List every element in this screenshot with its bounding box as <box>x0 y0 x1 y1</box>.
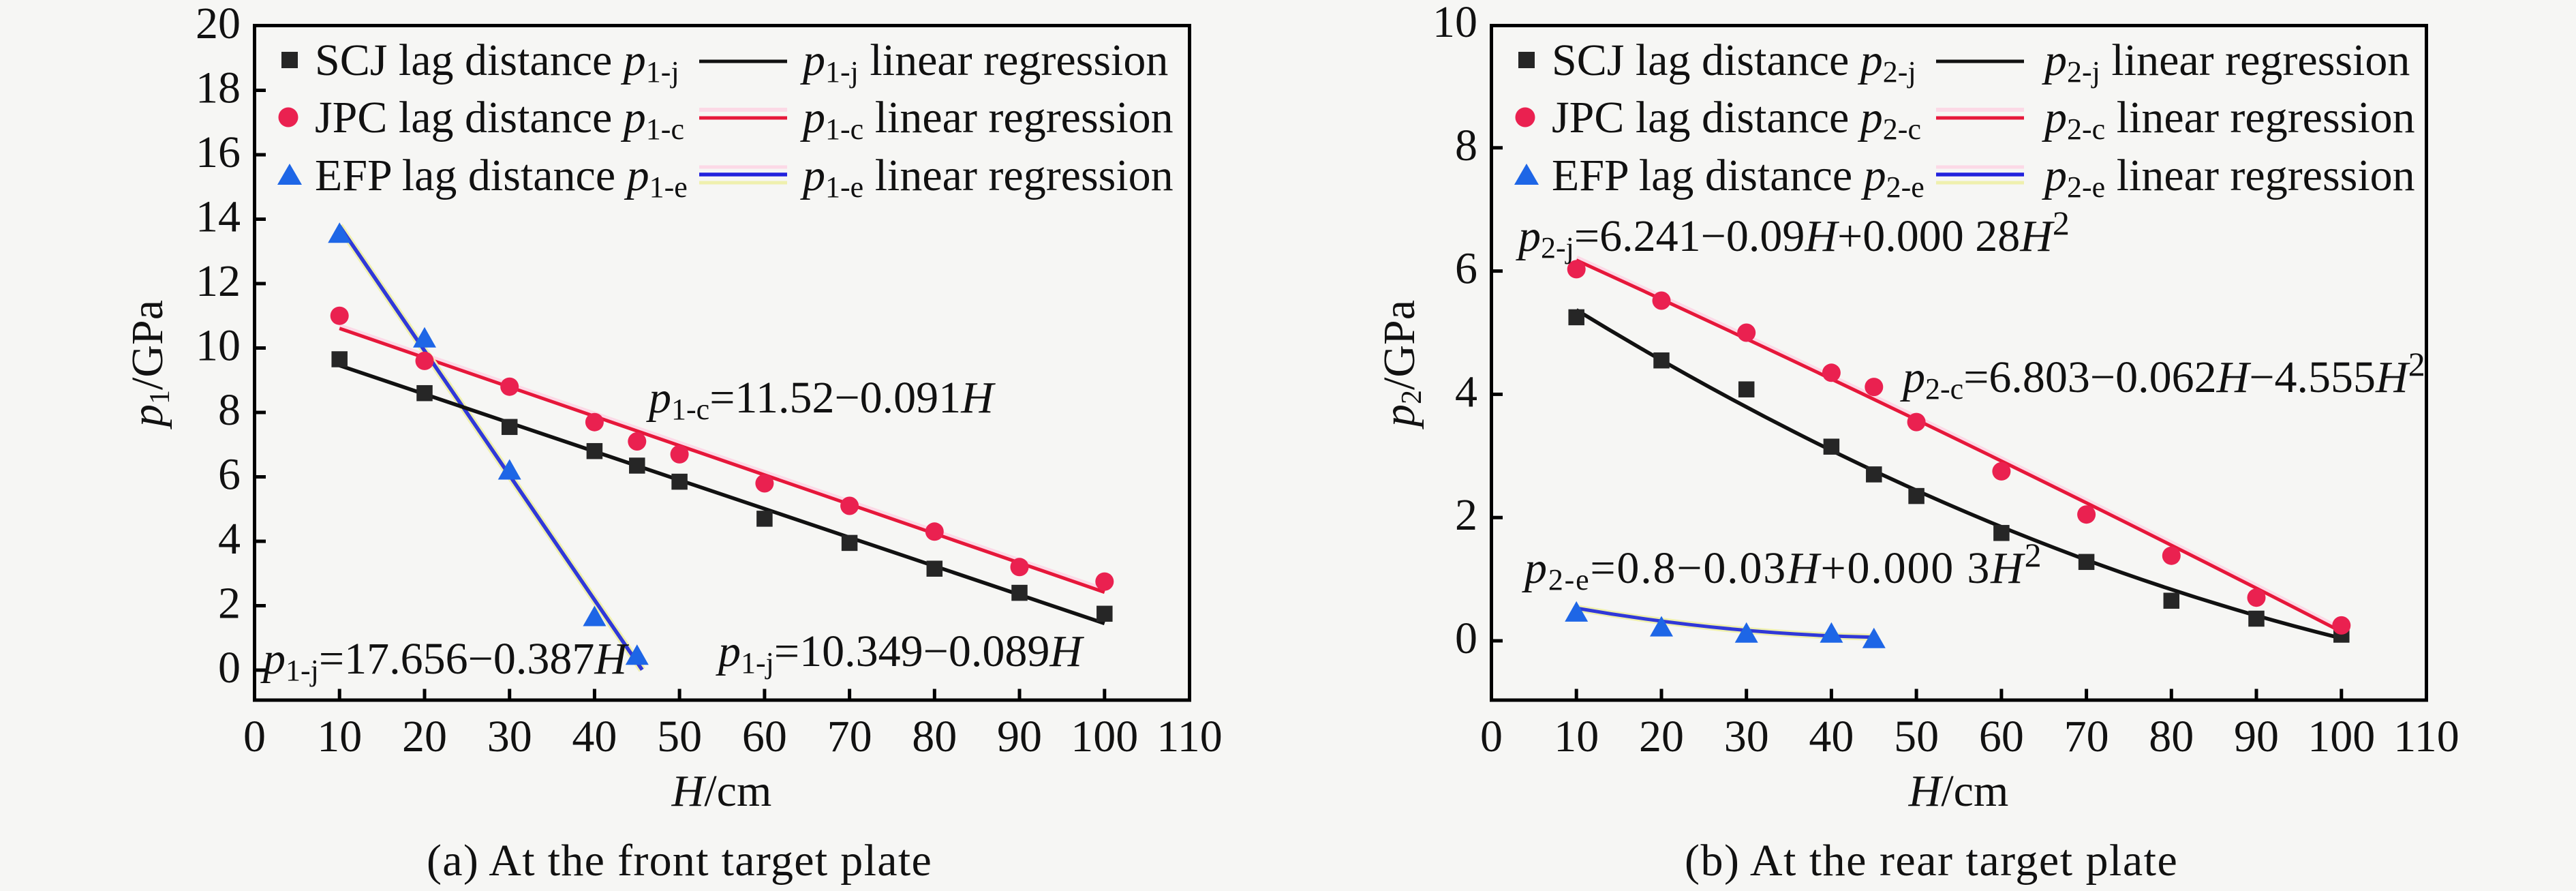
svg-text:8: 8 <box>218 385 241 435</box>
svg-text:4: 4 <box>218 514 241 564</box>
svg-text:6: 6 <box>218 450 241 500</box>
svg-text:16: 16 <box>196 127 241 177</box>
svg-text:100: 100 <box>1071 712 1138 761</box>
svg-text:20: 20 <box>402 712 447 761</box>
svg-text:30: 30 <box>487 712 532 761</box>
svg-text:JPC lag distance p2-c: JPC lag distance p2-c <box>1552 93 1921 146</box>
svg-text:70: 70 <box>827 712 872 761</box>
svg-text:0: 0 <box>1455 614 1477 663</box>
svg-text:p2-c linear regression: p2-c linear regression <box>2042 93 2415 146</box>
svg-text:20: 20 <box>196 0 241 48</box>
svg-text:80: 80 <box>912 712 957 761</box>
svg-text:10: 10 <box>1432 0 1477 47</box>
svg-text:100: 100 <box>2307 712 2375 761</box>
svg-text:p2-j=6.241−0.09H+0.000 28H2: p2-j=6.241−0.09H+0.000 28H2 <box>1516 204 2070 265</box>
svg-text:2: 2 <box>218 579 241 629</box>
svg-text:(b) At the rear target plate: (b) At the rear target plate <box>1685 836 2178 886</box>
svg-text:p2-e=0.8−0.03H+0.000 3H2: p2-e=0.8−0.03H+0.000 3H2 <box>1522 536 2042 596</box>
svg-text:p1/GPa: p1/GPa <box>123 300 176 429</box>
svg-text:EFP lag distance p2-e: EFP lag distance p2-e <box>1552 151 1925 204</box>
svg-text:p1-e linear regression: p1-e linear regression <box>800 151 1174 204</box>
svg-text:SCJ lag distance p2-j: SCJ lag distance p2-j <box>1552 35 1916 89</box>
svg-text:60: 60 <box>1979 712 2024 761</box>
svg-text:p1-c linear regression: p1-c linear regression <box>800 93 1174 146</box>
svg-text:p2-c=6.803−0.062H−4.555H2: p2-c=6.803−0.062H−4.555H2 <box>1900 345 2425 406</box>
svg-text:EFP lag distance p1-e: EFP lag distance p1-e <box>315 151 688 204</box>
svg-text:40: 40 <box>572 712 617 761</box>
svg-text:12: 12 <box>196 256 241 306</box>
svg-text:p2-j linear regression: p2-j linear regression <box>2042 35 2410 89</box>
svg-text:60: 60 <box>742 712 787 761</box>
svg-text:20: 20 <box>1639 712 1684 761</box>
svg-text:80: 80 <box>2149 712 2194 761</box>
svg-text:70: 70 <box>2064 712 2109 761</box>
svg-text:14: 14 <box>196 192 241 242</box>
svg-text:6: 6 <box>1455 244 1477 294</box>
svg-text:8: 8 <box>1455 121 1477 170</box>
svg-text:p2/GPa: p2/GPa <box>1375 300 1428 429</box>
svg-text:10: 10 <box>196 321 241 371</box>
svg-text:90: 90 <box>2234 712 2279 761</box>
svg-text:p1-j=17.656−0.387H: p1-j=17.656−0.387H <box>260 634 629 687</box>
svg-text:(a) At the front target plate: (a) At the front target plate <box>427 836 932 886</box>
svg-text:0: 0 <box>218 643 241 693</box>
svg-text:p1-j linear regression: p1-j linear regression <box>800 35 1168 89</box>
svg-text:110: 110 <box>1156 712 1223 761</box>
svg-text:2: 2 <box>1455 490 1477 540</box>
svg-text:90: 90 <box>997 712 1042 761</box>
svg-text:50: 50 <box>1894 712 1939 761</box>
svg-text:110: 110 <box>2393 712 2459 761</box>
svg-text:p1-j=10.349−0.089H: p1-j=10.349−0.089H <box>716 626 1084 680</box>
svg-text:4: 4 <box>1455 367 1477 417</box>
svg-text:JPC lag distance p1-c: JPC lag distance p1-c <box>315 93 684 146</box>
svg-text:40: 40 <box>1809 712 1854 761</box>
svg-text:10: 10 <box>1554 712 1599 761</box>
svg-text:0: 0 <box>1480 712 1503 761</box>
svg-text:p2-e linear regression: p2-e linear regression <box>2042 151 2415 204</box>
svg-text:H/cm: H/cm <box>1908 766 2009 816</box>
svg-text:10: 10 <box>317 712 362 761</box>
svg-text:H/cm: H/cm <box>671 766 772 816</box>
svg-text:30: 30 <box>1724 712 1769 761</box>
svg-text:SCJ lag distance p1-j: SCJ lag distance p1-j <box>315 35 679 89</box>
svg-text:p1-c=11.52−0.091H: p1-c=11.52−0.091H <box>646 373 996 426</box>
svg-text:50: 50 <box>657 712 702 761</box>
svg-text:18: 18 <box>196 63 241 113</box>
svg-text:0: 0 <box>243 712 266 761</box>
